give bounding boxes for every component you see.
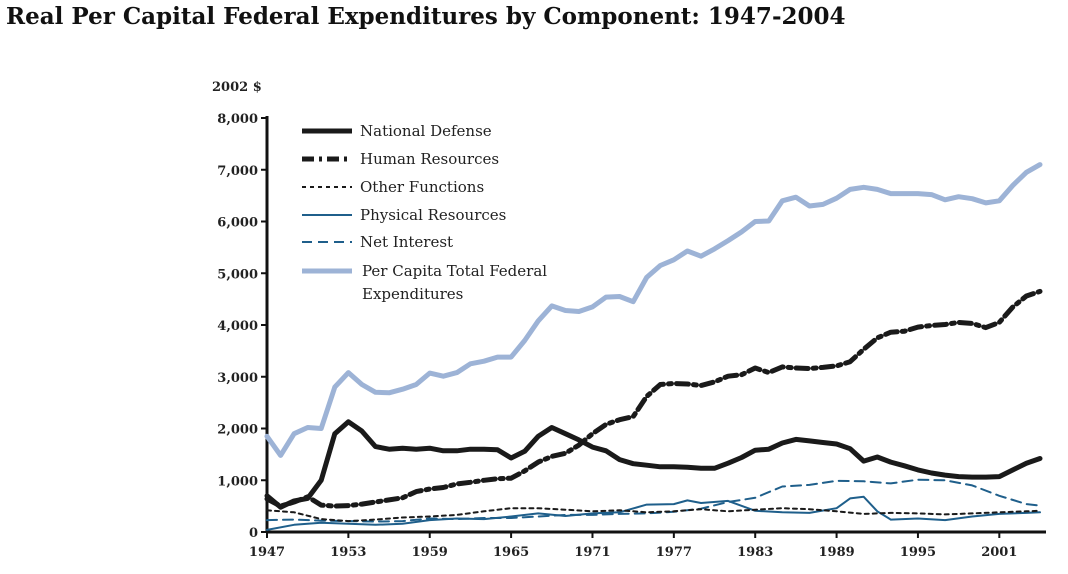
series-line-5 <box>264 162 1043 458</box>
series-line-3 <box>266 495 1041 531</box>
x-tick-label: 1971 <box>574 545 610 560</box>
x-tick-label: 1947 <box>249 545 285 560</box>
legend-label: Physical Resources <box>360 206 506 224</box>
x-tick-label: 2001 <box>981 545 1017 560</box>
legend-label: Human Resources <box>360 150 499 168</box>
chart-axes: 0 1,000 2,000 3,000 4,000 5,000 6,000 7,000 8,00… <box>217 112 1046 560</box>
chart-series <box>264 162 1043 531</box>
chart-title: Real Per Capital Federal Expenditures by… <box>6 3 846 30</box>
y-tick-label: 0 <box>249 526 258 541</box>
x-tick-label: 1977 <box>656 545 692 560</box>
y-tick-label: 4,000 <box>217 319 258 334</box>
x-tick-label: 1965 <box>493 545 529 560</box>
y-tick-label: 2,000 <box>217 423 258 438</box>
y-tick-label: 8,000 <box>217 112 258 127</box>
series-line-2 <box>266 507 1041 523</box>
legend-label: National Defense <box>360 122 492 140</box>
legend-label: Other Functions <box>360 178 484 196</box>
chart-legend: National Defense Human Resources Other Fun… <box>302 122 547 303</box>
y-tick-label: 6,000 <box>217 216 258 231</box>
x-tick-label: 1959 <box>412 545 448 560</box>
x-tick-label: 1989 <box>818 545 854 560</box>
y-tick-label: 5,000 <box>217 267 258 282</box>
series-line-1 <box>264 288 1043 509</box>
y-tick-label: 7,000 <box>217 164 258 179</box>
legend-label: Per Capita Total Federal Expenditures <box>362 262 547 303</box>
y-axis-unit-label: 2002 $ <box>212 80 262 95</box>
y-tick-label: 3,000 <box>217 371 258 386</box>
series-line-0 <box>264 419 1043 510</box>
legend-label: Net Interest <box>360 233 453 251</box>
x-tick-label: 1995 <box>900 545 936 560</box>
x-tick-label: 1953 <box>330 545 366 560</box>
x-tick-label: 1983 <box>737 545 773 560</box>
y-tick-label: 1,000 <box>217 474 258 489</box>
